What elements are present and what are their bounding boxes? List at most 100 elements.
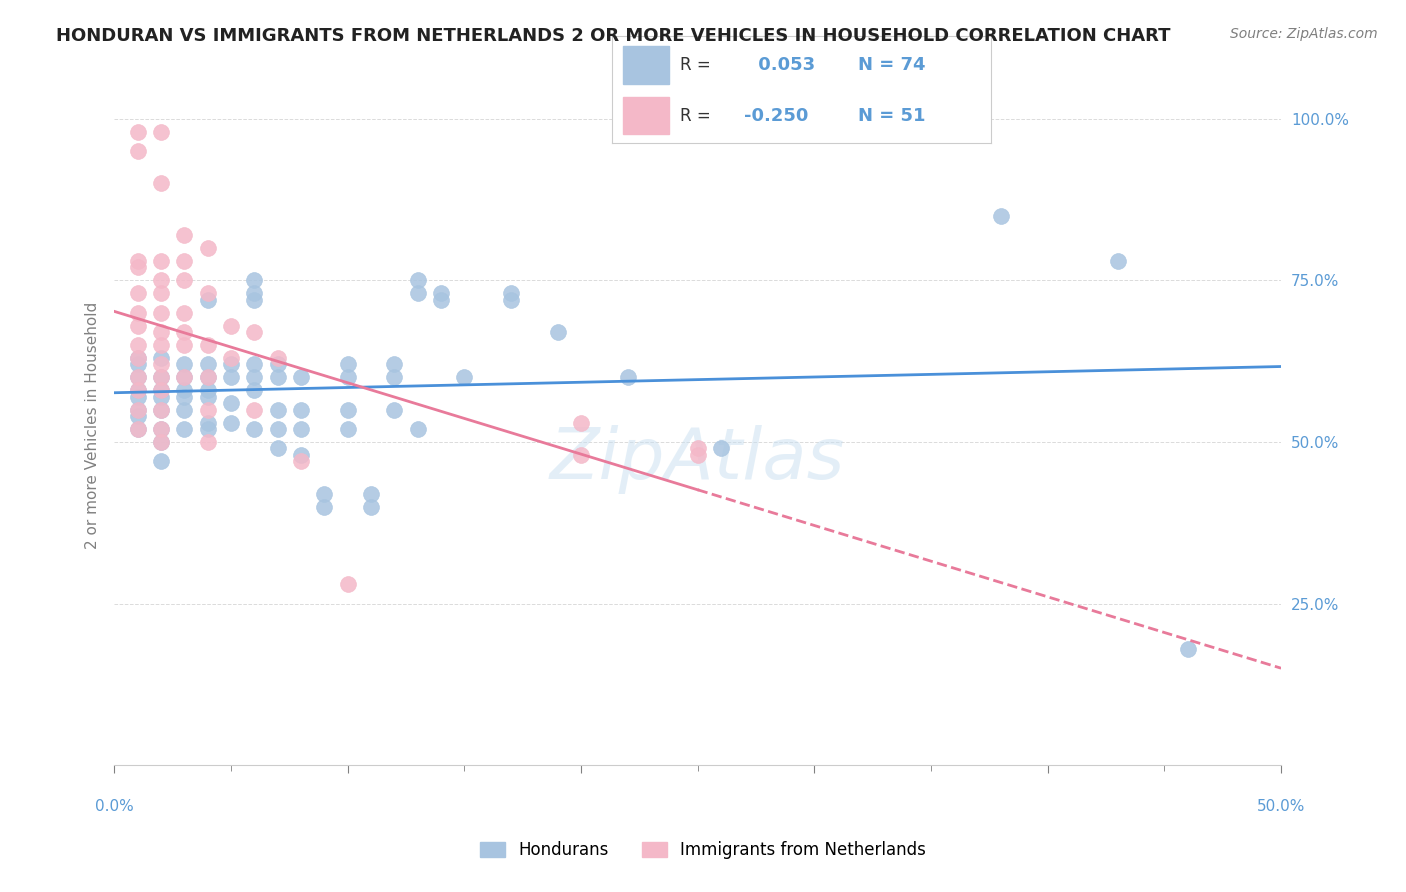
Point [406, 273, 429, 287]
Point [1177, 641, 1199, 656]
Point [290, 402, 312, 417]
Point [127, 422, 149, 436]
Point [197, 293, 219, 307]
Point [149, 286, 172, 301]
Point [336, 422, 359, 436]
Point [173, 402, 195, 417]
Point [547, 325, 569, 339]
Point [569, 416, 592, 430]
Point [710, 442, 733, 456]
Point [149, 351, 172, 365]
Point [990, 209, 1012, 223]
FancyBboxPatch shape [623, 46, 669, 84]
Point [149, 422, 172, 436]
Point [197, 357, 219, 371]
Point [266, 402, 288, 417]
Point [219, 370, 242, 384]
Text: 50.0%: 50.0% [1257, 799, 1305, 814]
Point [149, 383, 172, 397]
Point [149, 306, 172, 320]
Point [382, 402, 405, 417]
Point [173, 370, 195, 384]
Point [430, 293, 453, 307]
Point [127, 383, 149, 397]
Point [149, 383, 172, 397]
Point [127, 402, 149, 417]
Point [197, 370, 219, 384]
Text: HONDURAN VS IMMIGRANTS FROM NETHERLANDS 2 OR MORE VEHICLES IN HOUSEHOLD CORRELAT: HONDURAN VS IMMIGRANTS FROM NETHERLANDS … [56, 27, 1171, 45]
Text: -0.250: -0.250 [745, 107, 808, 125]
Point [127, 409, 149, 423]
Point [149, 390, 172, 404]
Point [243, 357, 266, 371]
Point [382, 357, 405, 371]
Point [197, 422, 219, 436]
Point [127, 286, 149, 301]
Point [197, 434, 219, 449]
Point [127, 338, 149, 352]
Point [197, 338, 219, 352]
Point [149, 370, 172, 384]
Point [173, 422, 195, 436]
Point [266, 357, 288, 371]
FancyBboxPatch shape [623, 96, 669, 134]
Point [149, 402, 172, 417]
Point [173, 383, 195, 397]
Point [243, 273, 266, 287]
Point [243, 325, 266, 339]
Point [382, 370, 405, 384]
Text: R =: R = [681, 55, 710, 73]
Point [314, 500, 336, 514]
Point [197, 402, 219, 417]
Point [453, 370, 475, 384]
Point [336, 370, 359, 384]
Point [243, 286, 266, 301]
Point [127, 390, 149, 404]
Point [127, 144, 149, 158]
Point [149, 125, 172, 139]
Point [336, 577, 359, 591]
Point [127, 254, 149, 268]
Point [219, 357, 242, 371]
Point [173, 306, 195, 320]
Point [197, 370, 219, 384]
Point [290, 370, 312, 384]
Point [197, 383, 219, 397]
Point [149, 370, 172, 384]
Point [127, 125, 149, 139]
Point [127, 402, 149, 417]
Point [290, 422, 312, 436]
Point [173, 273, 195, 287]
Point [127, 351, 149, 365]
Point [149, 273, 172, 287]
Point [127, 357, 149, 371]
Point [430, 286, 453, 301]
Point [336, 402, 359, 417]
Point [243, 422, 266, 436]
Point [360, 486, 382, 500]
Point [569, 448, 592, 462]
Point [127, 306, 149, 320]
Point [686, 448, 709, 462]
Point [127, 370, 149, 384]
Text: 0.053: 0.053 [752, 55, 815, 73]
Point [406, 286, 429, 301]
Point [197, 416, 219, 430]
Point [243, 402, 266, 417]
Point [127, 383, 149, 397]
Point [127, 318, 149, 333]
Point [686, 442, 709, 456]
Point [127, 351, 149, 365]
Point [314, 486, 336, 500]
Point [149, 434, 172, 449]
Point [149, 338, 172, 352]
Point [290, 448, 312, 462]
Point [173, 357, 195, 371]
Point [197, 390, 219, 404]
Point [406, 422, 429, 436]
Point [149, 177, 172, 191]
Point [243, 383, 266, 397]
Legend: Hondurans, Immigrants from Netherlands: Hondurans, Immigrants from Netherlands [474, 835, 932, 866]
Point [266, 370, 288, 384]
Point [336, 357, 359, 371]
